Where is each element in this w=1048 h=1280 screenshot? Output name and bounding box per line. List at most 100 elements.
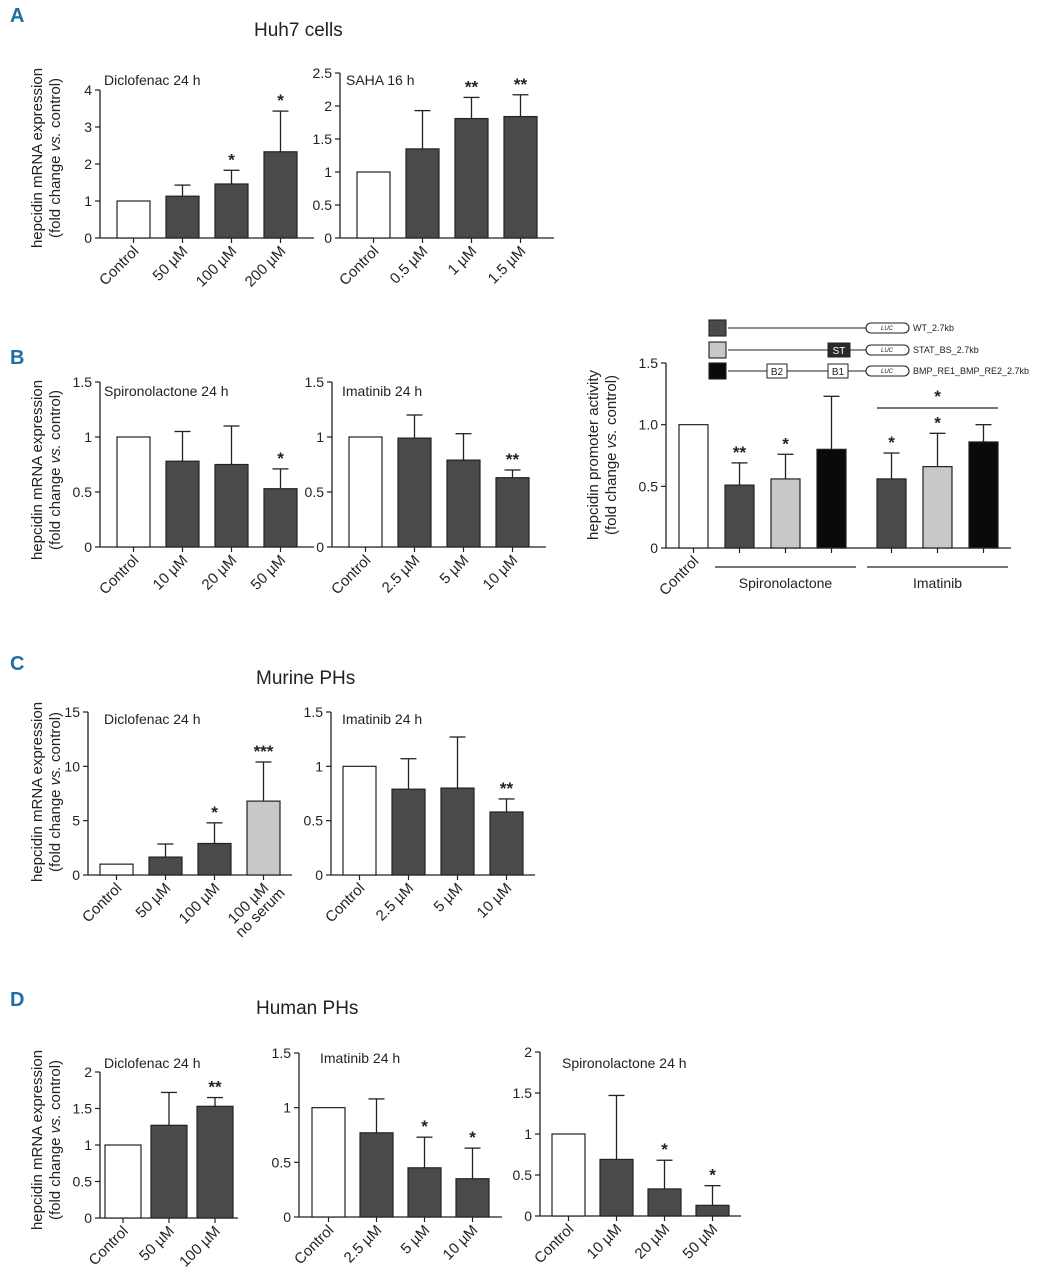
bar	[922, 466, 953, 549]
x-tick-label: 20 µM	[632, 1221, 674, 1263]
y-tick-label: 1.0	[639, 417, 659, 433]
svg-text:hepcidin mRNA expression: hepcidin mRNA expression	[29, 68, 46, 248]
luc-box	[865, 322, 910, 334]
significance-mark: *	[469, 1128, 476, 1147]
significance-mark: *	[277, 91, 284, 110]
bar	[599, 1158, 634, 1217]
y-tick-label: 1	[315, 758, 323, 774]
y-tick-label: 1	[316, 429, 324, 445]
bar	[455, 1178, 490, 1218]
y-axis-label-b-promoter: hepcidin promoter activity (fold change …	[585, 369, 620, 540]
chart-title: Diclofenac 24 h	[104, 1055, 201, 1071]
svg-text:hepcidin promoter activity: hepcidin promoter activity	[585, 369, 602, 540]
bar	[391, 788, 426, 876]
y-axis-label-a: hepcidin mRNA expression (fold change vs…	[29, 68, 64, 248]
chart-b-spironolactone: 0 0.5 1 1.5 Spironolactone 24 h Control 10 µM 2…	[73, 374, 314, 598]
bmp-site-box	[766, 363, 788, 379]
y-tick-label: 1	[283, 1100, 291, 1116]
bar	[263, 151, 298, 239]
chart-title: Diclofenac 24 h	[104, 72, 201, 88]
bmp-site-box	[827, 363, 849, 379]
chart-c-imatinib: 0 0.5 1 1.5 Imatinib 24 h Control 2.5 µM 5 µM **…	[304, 704, 535, 926]
significance-mark: *	[228, 150, 235, 169]
bar	[440, 787, 475, 876]
significance-mark: **	[733, 443, 747, 462]
x-tick-label: 1.5 µM	[485, 243, 530, 288]
legend-swatch	[708, 341, 727, 359]
x-tick-label: 10 µM	[150, 552, 192, 594]
svg-text:hepcidin mRNA expression: hepcidin mRNA expression	[29, 702, 46, 882]
bar	[454, 117, 489, 239]
chart-title: Diclofenac 24 h	[104, 711, 201, 727]
x-tick-label: 100 µMno serum	[222, 874, 289, 941]
x-tick-label: 100 µM	[176, 880, 224, 928]
x-tick-label: Control	[531, 1221, 577, 1267]
luc-label: LUC	[881, 348, 894, 354]
x-tick-label: 50 µM	[136, 1223, 178, 1265]
bar	[678, 424, 709, 549]
y-tick-label: 1.5	[639, 355, 659, 371]
bar	[551, 1133, 586, 1217]
y-tick-label: 5	[72, 813, 80, 829]
chart-title: SAHA 16 h	[346, 72, 415, 88]
y-tick-label: 0	[283, 1209, 291, 1225]
y-tick-label: 2.5	[313, 65, 333, 81]
significance-mark: **	[506, 450, 520, 469]
y-tick-label: 1.5	[272, 1045, 292, 1061]
bmp-site-label: B2	[771, 367, 784, 378]
panel-label-d: D	[10, 989, 24, 1011]
y-tick-label: 2	[524, 1044, 532, 1060]
y-tick-label: 0	[84, 1210, 92, 1226]
x-tick-label: 2.5 µM	[379, 552, 424, 597]
chart-d-spironolactone: 0 0.5 1 1.5 2 Spironolactone 24 h Control 10 µM…	[513, 1044, 741, 1267]
bar	[116, 200, 151, 239]
significance-mark: **	[500, 779, 514, 798]
significance-mark: *	[934, 413, 941, 432]
y-tick-label: 2	[324, 98, 332, 114]
y-tick-label: 2	[84, 156, 92, 172]
chart-a-saha: 0 0.5 1 1.5 2 2.5 SAHA 16 h Control 0.5 µM ** 1 µM…	[313, 65, 554, 289]
y-tick-label: 0.5	[639, 478, 659, 494]
legend-label: STAT_BS_2.7kb	[913, 345, 979, 355]
chart-title: Imatinib 24 h	[342, 711, 422, 727]
construct-legend: LUC WT_2.7kb LUC STAT_BS_2.7kb ST LUC BMP_RE1_…	[708, 319, 1029, 380]
bar	[816, 448, 847, 549]
bar	[407, 1167, 442, 1218]
chart-title: Imatinib 24 h	[320, 1050, 400, 1066]
svg-text:(fold change vs. control): (fold change vs. control)	[47, 1060, 64, 1220]
chart-a-diclofenac: 0 1 2 3 4 Diclofenac 24 h Control 50 µM * 100 µM *…	[84, 72, 314, 290]
y-tick-label: 0	[84, 230, 92, 246]
y-tick-label: 0	[650, 540, 658, 556]
x-tick-label: 5 µM	[398, 1222, 434, 1258]
significance-mark: *	[709, 1166, 716, 1185]
bar	[397, 437, 432, 548]
x-tick-label: Control	[336, 243, 382, 289]
luc-label: LUC	[881, 326, 894, 332]
y-tick-label: 0.5	[73, 484, 93, 500]
x-tick-label: 10 µM	[474, 880, 516, 922]
bar	[104, 1144, 142, 1219]
significance-mark: **	[465, 77, 479, 96]
bar	[148, 856, 183, 876]
bar	[495, 477, 530, 548]
x-tick-label: 0.5 µM	[387, 243, 432, 288]
bar	[356, 171, 391, 239]
significance-mark: *	[661, 1140, 668, 1159]
panel-d-title: Human PHs	[256, 998, 358, 1019]
y-tick-label: 0.5	[513, 1167, 533, 1183]
bar	[876, 478, 907, 549]
y-tick-label: 4	[84, 82, 92, 98]
chart-title: Spironolactone 24 h	[104, 383, 229, 399]
panel-label-c: C	[10, 653, 24, 675]
legend-swatch	[708, 319, 727, 337]
svg-text:(fold change vs. control): (fold change vs. control)	[47, 78, 64, 238]
chart-title: Spironolactone 24 h	[562, 1055, 687, 1071]
svg-text:hepcidin mRNA expression: hepcidin mRNA expression	[29, 1050, 46, 1230]
x-tick-label: 100 µM	[176, 1223, 224, 1271]
bar	[770, 478, 801, 549]
bar	[647, 1188, 682, 1217]
luc-label: LUC	[881, 369, 894, 375]
x-tick-label: 2.5 µM	[373, 880, 418, 925]
